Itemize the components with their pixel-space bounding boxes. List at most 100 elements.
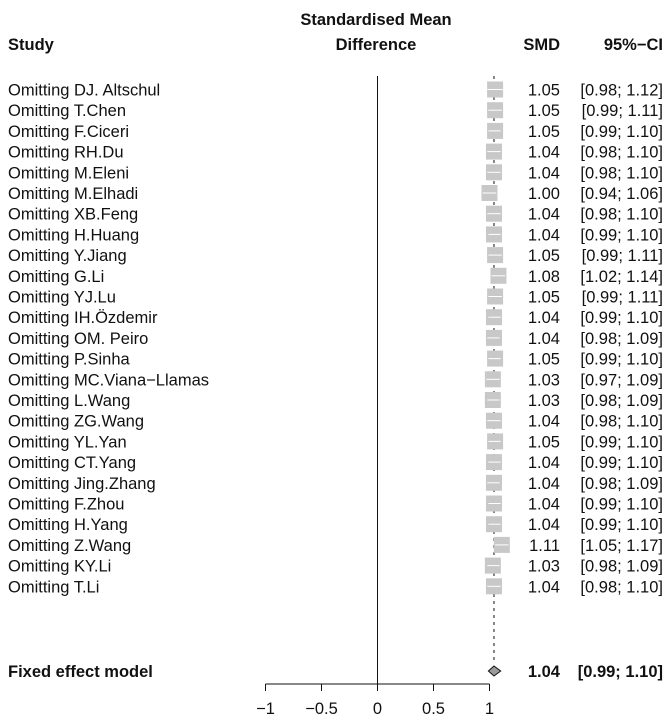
study-smd-value: 1.04: [528, 454, 560, 472]
study-smd-value: 1.05: [528, 247, 560, 265]
study-ci-value: [0.99; 1.10]: [580, 496, 663, 514]
study-label: Omitting CT.Yang: [8, 454, 136, 472]
study-label: Omitting T.Li: [8, 578, 99, 596]
study-row: Omitting H.Yang 1.04 [0.99; 1.10]: [8, 516, 663, 534]
study-smd-value: 1.04: [528, 496, 560, 514]
study-smd-value: 1.05: [528, 433, 560, 451]
pooled-smd-value: 1.04: [528, 663, 561, 681]
study-ci-value: [0.98; 1.10]: [580, 578, 663, 596]
study-row: Omitting M.Eleni 1.04 [0.98; 1.10]: [8, 164, 663, 182]
study-ci-value: [0.99; 1.10]: [580, 433, 663, 451]
study-smd-value: 1.03: [528, 558, 560, 576]
study-rows: Omitting DJ. Altschul 1.05 [0.98; 1.12]Omi…: [8, 81, 663, 596]
study-label: Omitting OM. Peiro: [8, 330, 148, 348]
study-label: Omitting YJ.Lu: [8, 289, 116, 307]
study-label: Omitting M.Eleni: [8, 164, 129, 182]
study-ci-value: [0.99; 1.10]: [580, 454, 663, 472]
study-row: Omitting CT.Yang 1.04 [0.99; 1.10]: [8, 454, 663, 472]
study-ci-value: [0.98; 1.09]: [580, 475, 663, 493]
study-row: Omitting G.Li 1.08 [1.02; 1.14]: [8, 267, 663, 286]
study-ci-value: [0.99; 1.10]: [580, 309, 663, 327]
study-row: Omitting YL.Yan 1.05 [0.99; 1.10]: [8, 433, 663, 451]
study-smd-value: 1.03: [528, 392, 560, 410]
study-smd-value: 1.05: [528, 82, 560, 100]
study-row: Omitting DJ. Altschul 1.05 [0.98; 1.12]: [8, 81, 663, 100]
study-row: Omitting L.Wang 1.03 [0.98; 1.09]: [8, 392, 663, 410]
study-smd-value: 1.04: [528, 330, 560, 348]
study-ci-value: [0.98; 1.09]: [580, 330, 663, 348]
study-ci-value: [0.99; 1.10]: [580, 226, 663, 244]
study-row: Omitting M.Elhadi 1.00 [0.94; 1.06]: [8, 185, 663, 203]
study-row: Omitting F.Ciceri 1.05 [0.99; 1.10]: [8, 123, 663, 141]
study-row: Omitting RH.Du 1.04 [0.98; 1.10]: [8, 143, 663, 162]
study-ci-value: [0.97; 1.09]: [580, 371, 663, 389]
study-ci-value: [0.98; 1.10]: [580, 413, 663, 431]
study-smd-value: 1.04: [528, 578, 560, 596]
study-label: Omitting G.Li: [8, 268, 104, 286]
pooled-row: Fixed effect model 1.04 [0.99; 1.10]: [8, 663, 663, 681]
study-smd-value: 1.05: [528, 289, 560, 307]
study-ci-value: [0.99; 1.11]: [582, 289, 663, 307]
study-smd-value: 1.04: [528, 309, 560, 327]
study-ci-value: [0.94; 1.06]: [580, 185, 663, 203]
study-smd-value: 1.05: [528, 351, 560, 369]
study-row: Omitting YJ.Lu 1.05 [0.99; 1.11]: [8, 288, 663, 307]
column-headers: Study Standardised Mean Difference SMD 9…: [8, 11, 663, 54]
study-label: Omitting T.Chen: [8, 102, 126, 120]
study-smd-value: 1.04: [528, 206, 560, 224]
pooled-diamond: [487, 665, 502, 677]
study-label: Omitting RH.Du: [8, 144, 124, 162]
study-row: Omitting P.Sinha 1.05 [0.99; 1.10]: [8, 350, 663, 369]
study-row: Omitting Jing.Zhang 1.04 [0.98; 1.09]: [8, 474, 663, 493]
study-label: Omitting Jing.Zhang: [8, 475, 156, 493]
study-row: Omitting OM. Peiro 1.04 [0.98; 1.09]: [8, 329, 663, 348]
study-ci-value: [0.98; 1.09]: [580, 392, 663, 410]
study-row: Omitting XB.Feng 1.04 [0.98; 1.10]: [8, 205, 663, 224]
x-tick-label: 0.5: [422, 700, 445, 718]
study-ci-value: [0.99; 1.10]: [580, 123, 663, 141]
study-row: Omitting T.Chen 1.05 [0.99; 1.11]: [8, 102, 663, 120]
study-smd-value: 1.04: [528, 475, 560, 493]
study-ci-value: [0.99; 1.10]: [580, 351, 663, 369]
study-label: Omitting L.Wang: [8, 392, 130, 410]
study-row: Omitting IH.Özdemir 1.04 [0.99; 1.10]: [8, 309, 663, 327]
study-label: Omitting F.Ciceri: [8, 123, 129, 141]
study-ci-value: [0.99; 1.11]: [582, 247, 663, 265]
study-row: Omitting T.Li 1.04 [0.98; 1.10]: [8, 578, 663, 596]
study-smd-value: 1.04: [528, 144, 560, 162]
study-smd-value: 1.00: [528, 185, 560, 203]
study-smd-value: 1.04: [528, 413, 560, 431]
study-row: Omitting MC.Viana−Llamas 1.03 [0.97; 1.09]: [8, 371, 663, 389]
study-ci-value: [1.02; 1.14]: [580, 268, 663, 286]
study-label: Omitting F.Zhou: [8, 496, 124, 514]
header-effect-line2: Difference: [336, 36, 417, 54]
header-effect-line1: Standardised Mean: [300, 11, 451, 29]
study-row: Omitting H.Huang 1.04 [0.99; 1.10]: [8, 226, 663, 244]
study-label: Omitting IH.Özdemir: [8, 309, 158, 327]
study-ci-value: [0.98; 1.09]: [580, 558, 663, 576]
study-smd-value: 1.03: [528, 371, 560, 389]
study-label: Omitting Z.Wang: [8, 537, 131, 555]
study-label: Omitting MC.Viana−Llamas: [8, 371, 209, 389]
x-tick-label: 1: [485, 700, 494, 718]
x-tick-label: −0.5: [305, 700, 338, 718]
study-smd-value: 1.05: [528, 102, 560, 120]
x-tick-label: 0: [373, 700, 382, 718]
pooled-label: Fixed effect model: [8, 663, 153, 681]
study-ci-value: [0.99; 1.11]: [582, 102, 663, 120]
study-row: Omitting ZG.Wang 1.04 [0.98; 1.10]: [8, 412, 663, 431]
study-ci-value: [1.05; 1.17]: [580, 537, 663, 555]
study-row: Omitting Y.Jiang 1.05 [0.99; 1.11]: [8, 247, 663, 265]
study-label: Omitting KY.Li: [8, 558, 111, 576]
study-ci-value: [0.99; 1.10]: [580, 516, 663, 534]
study-label: Omitting ZG.Wang: [8, 413, 144, 431]
study-smd-value: 1.11: [529, 537, 560, 555]
study-ci-value: [0.98; 1.10]: [580, 144, 663, 162]
study-label: Omitting M.Elhadi: [8, 185, 138, 203]
study-label: Omitting YL.Yan: [8, 433, 127, 451]
study-row: Omitting Z.Wang 1.11 [1.05; 1.17]: [8, 536, 663, 555]
study-ci-value: [0.98; 1.12]: [580, 82, 663, 100]
study-smd-value: 1.04: [528, 226, 560, 244]
study-label: Omitting Y.Jiang: [8, 247, 127, 265]
